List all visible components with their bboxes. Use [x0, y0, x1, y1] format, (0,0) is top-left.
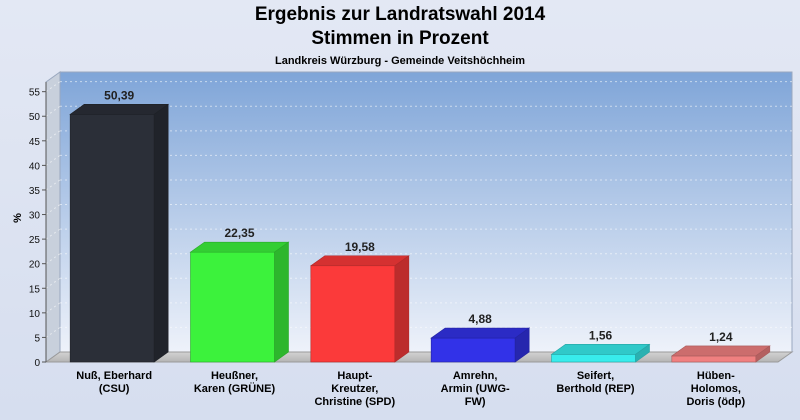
y-tick-label: 20	[29, 260, 41, 271]
y-tick-label: 55	[29, 88, 41, 99]
x-category-label: Nuß, Eberhard (CSU)	[76, 370, 152, 395]
bar: 1,56	[550, 328, 651, 363]
y-tick-label: 50	[29, 112, 41, 123]
x-category-label: Haupt-Kreutzer, Christine (SPD)	[314, 370, 395, 408]
y-tick-label: 45	[29, 137, 41, 148]
bar: 22,35	[189, 226, 290, 363]
bar-top	[69, 104, 170, 115]
bar-front	[310, 265, 396, 363]
bar-value-label: 4,88	[468, 312, 492, 326]
bar-top	[189, 241, 290, 253]
chart-subtitle: Stimmen in Prozent	[311, 28, 489, 49]
bar-top	[550, 344, 651, 355]
bar-front	[190, 251, 275, 363]
x-category-label: Hüben-Holomos, Doris (ödp)	[686, 370, 745, 408]
bar-front	[430, 337, 516, 363]
bar-front	[551, 354, 636, 363]
bar-value-label: 1,56	[589, 328, 613, 342]
bar-front	[69, 114, 155, 363]
y-tick-label: 5	[34, 333, 40, 344]
bar: 4,88	[430, 312, 531, 363]
x-category-label: Amrehn, Armin (UWG-FW)	[441, 370, 510, 408]
bar-side	[514, 327, 530, 363]
bar-side	[153, 103, 169, 363]
bar-top	[430, 327, 531, 339]
bar-value-label: 19,58	[345, 240, 375, 254]
chart-title: Ergebnis zur Landratswahl 2014	[254, 4, 546, 25]
x-category-label: Heußner, Karen (GRÜNE)	[194, 370, 276, 395]
plot-back-wall	[59, 71, 793, 353]
bar-value-label: 1,24	[709, 330, 733, 344]
x-category-label: Seifert, Berthold (REP)	[556, 370, 635, 395]
y-tick-label: 30	[29, 211, 41, 222]
plot-left-wall	[45, 71, 61, 363]
bar: 1,24	[670, 330, 771, 363]
bar-side	[394, 255, 410, 363]
y-tick-label: 35	[29, 186, 41, 197]
bar-value-label: 22,35	[224, 226, 254, 240]
y-tick-label: 40	[29, 161, 41, 172]
bar-side	[755, 345, 771, 363]
bar: 19,58	[309, 240, 410, 363]
bar-value-label: 50,39	[104, 88, 134, 102]
y-axis-label: %	[12, 213, 24, 223]
bar-top	[309, 255, 410, 267]
bar: 50,39	[69, 88, 170, 363]
bar-top	[670, 345, 771, 357]
y-tick-label: 25	[29, 235, 41, 246]
chart-caption: Landkreis Würzburg - Gemeinde Veitshöchh…	[275, 55, 525, 67]
bar-side	[274, 241, 289, 363]
y-tick-label: 15	[29, 284, 41, 295]
bar-front	[671, 355, 757, 363]
bar-side	[635, 343, 650, 363]
y-tick-label: 10	[29, 309, 41, 320]
y-tick-label: 0	[34, 358, 40, 369]
